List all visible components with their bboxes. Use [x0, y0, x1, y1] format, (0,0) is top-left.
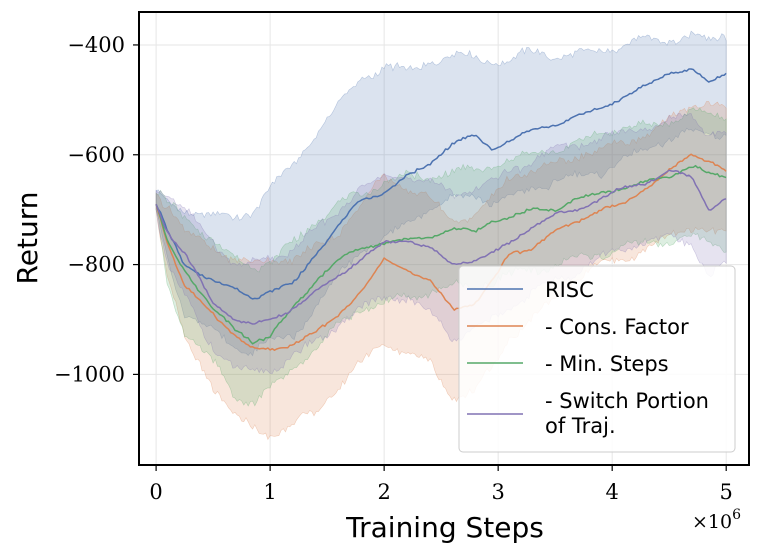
x-multiplier-label: ×106 — [692, 507, 741, 533]
x-multiplier-base: ×10 — [692, 511, 732, 533]
confidence-bands — [155, 30, 727, 441]
y-tick-label-0: −400 — [67, 33, 125, 57]
y-axis-title: Return — [11, 192, 44, 285]
band-series-0 — [155, 30, 727, 357]
line-series-3 — [155, 169, 727, 325]
legend-label-switch-portion-line2: of Traj. — [545, 414, 616, 438]
legend-box — [458, 265, 736, 453]
line-series-0 — [155, 68, 727, 300]
x-tick-label-2: 2 — [377, 480, 390, 504]
band-series-3 — [155, 113, 727, 374]
legend-label-cons-factor: - Cons. Factor — [545, 315, 689, 339]
line-series-1 — [155, 153, 727, 351]
x-axis-title: Training Steps — [345, 511, 544, 544]
plot-frame — [138, 11, 750, 466]
y-axis-ticks: −400 −600 −800 −1000 — [54, 33, 139, 386]
x-tick-label-0: 0 — [149, 480, 162, 504]
x-axis-ticks: 0 1 2 3 4 5 — [149, 465, 733, 504]
legend-label-risc: RISC — [545, 278, 594, 302]
x-tick-label-5: 5 — [720, 480, 733, 504]
legend-label-min-steps: - Min. Steps — [545, 352, 669, 376]
x-multiplier-exponent: 6 — [732, 507, 741, 523]
y-tick-label-2: −800 — [67, 253, 125, 277]
band-series-1 — [155, 101, 727, 441]
x-tick-label-1: 1 — [263, 480, 276, 504]
x-tick-label-3: 3 — [491, 480, 504, 504]
y-tick-label-1: −600 — [67, 143, 125, 167]
legend-label-switch-portion-line1: - Switch Portion — [545, 389, 709, 413]
series-lines — [155, 68, 727, 351]
legend: RISC - Cons. Factor - Min. Steps - Switc… — [458, 265, 736, 453]
y-tick-label-3: −1000 — [54, 362, 125, 386]
band-series-2 — [155, 107, 727, 407]
x-tick-label-4: 4 — [605, 480, 618, 504]
